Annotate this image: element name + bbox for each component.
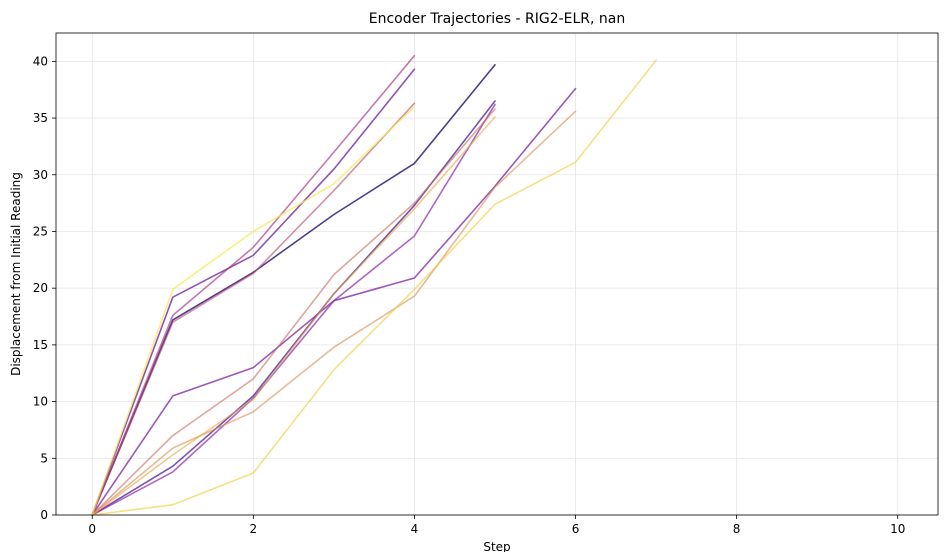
series-line-traj-12 xyxy=(91,105,416,516)
y-tick-label: 5 xyxy=(40,451,48,465)
series-line-traj-9 xyxy=(91,110,577,516)
series-line-traj-2 xyxy=(91,100,496,516)
x-tick-label: 10 xyxy=(890,522,905,536)
y-tick-label: 30 xyxy=(33,168,48,182)
y-tick-label: 25 xyxy=(33,224,48,238)
y-tick-label: 15 xyxy=(33,338,48,352)
series-line-traj-6 xyxy=(91,54,416,516)
y-tick-label: 10 xyxy=(33,395,48,409)
x-tick-label: 0 xyxy=(88,522,96,536)
x-axis-label: Step xyxy=(483,540,510,552)
series-line-traj-3 xyxy=(91,68,416,516)
y-axis: 0 5 10 15 20 25 30 35 40 xyxy=(33,54,56,522)
series-line-traj-7 xyxy=(91,102,416,516)
y-axis-label: Displacement from Initial Reading xyxy=(9,172,23,376)
x-tick-label: 4 xyxy=(411,522,419,536)
y-tick-label: 40 xyxy=(33,54,48,68)
grid xyxy=(56,33,938,516)
series-line-traj-8 xyxy=(91,108,496,516)
x-tick-label: 8 xyxy=(733,522,741,536)
series-line-traj-5 xyxy=(91,103,496,516)
y-tick-label: 20 xyxy=(33,281,48,295)
plot-frame xyxy=(55,32,939,516)
series-line-traj-11 xyxy=(91,59,657,516)
y-tick-label: 0 xyxy=(40,508,48,522)
chart-title: Encoder Trajectories - RIG2-ELR, nan xyxy=(369,11,626,27)
x-tick-label: 2 xyxy=(250,522,258,536)
series-line-traj-1 xyxy=(91,64,496,516)
x-axis: 0 2 4 6 8 10 xyxy=(88,515,905,536)
y-tick-label: 35 xyxy=(33,111,48,125)
x-tick-label: 6 xyxy=(572,522,580,536)
series-group xyxy=(91,54,657,516)
series-line-traj-10 xyxy=(91,116,496,516)
